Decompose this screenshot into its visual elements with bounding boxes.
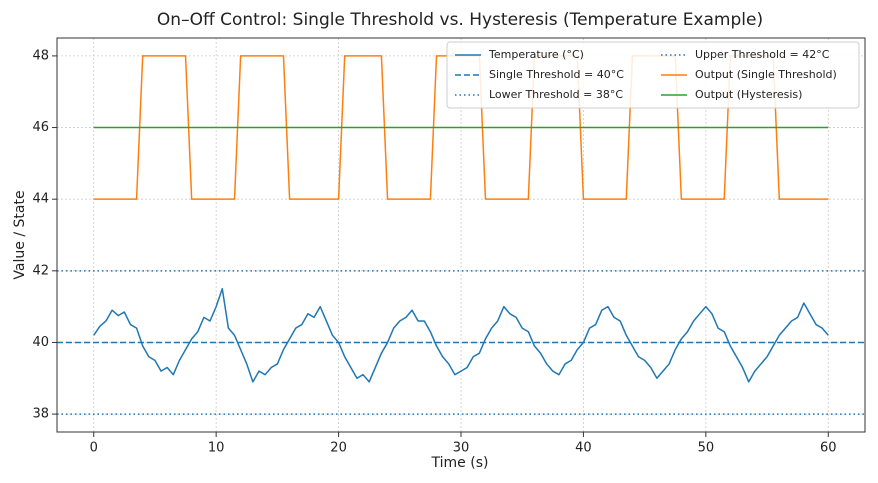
x-tick-label: 30 (453, 441, 470, 456)
y-tick-label: 40 (32, 335, 49, 350)
x-tick-label: 0 (90, 441, 98, 456)
data-line (93, 287, 829, 383)
y-tick-label: 44 (32, 192, 49, 207)
plot-frame (56, 37, 866, 433)
legend-box (446, 41, 860, 109)
chart-title: On–Off Control: Single Threshold vs. Hys… (157, 10, 763, 30)
y-tick-label: 42 (32, 263, 49, 278)
legend-label: Single Threshold = 40°C (489, 68, 624, 81)
x-tick-label: 60 (820, 441, 837, 456)
x-axis-label: Time (s) (431, 455, 489, 471)
y-tick-label: 46 (32, 120, 49, 135)
legend-label: Upper Threshold = 42°C (695, 48, 830, 61)
y-tick-label: 38 (32, 407, 49, 422)
x-tick-label: 40 (575, 441, 592, 456)
legend-label: Output (Hysteresis) (695, 88, 802, 101)
y-axis-label: Value / State (12, 190, 28, 279)
x-tick-label: 50 (698, 441, 715, 456)
x-tick-label: 10 (208, 441, 225, 456)
legend: Temperature (°C) Single Threshold = 40°C L… (446, 41, 860, 109)
legend-label: Output (Single Threshold) (695, 68, 837, 81)
x-tick-label: 20 (330, 441, 347, 456)
legend-label: Temperature (°C) (488, 48, 584, 61)
legend-label: Lower Threshold = 38°C (489, 88, 623, 101)
y-tick-label: 48 (32, 48, 49, 63)
